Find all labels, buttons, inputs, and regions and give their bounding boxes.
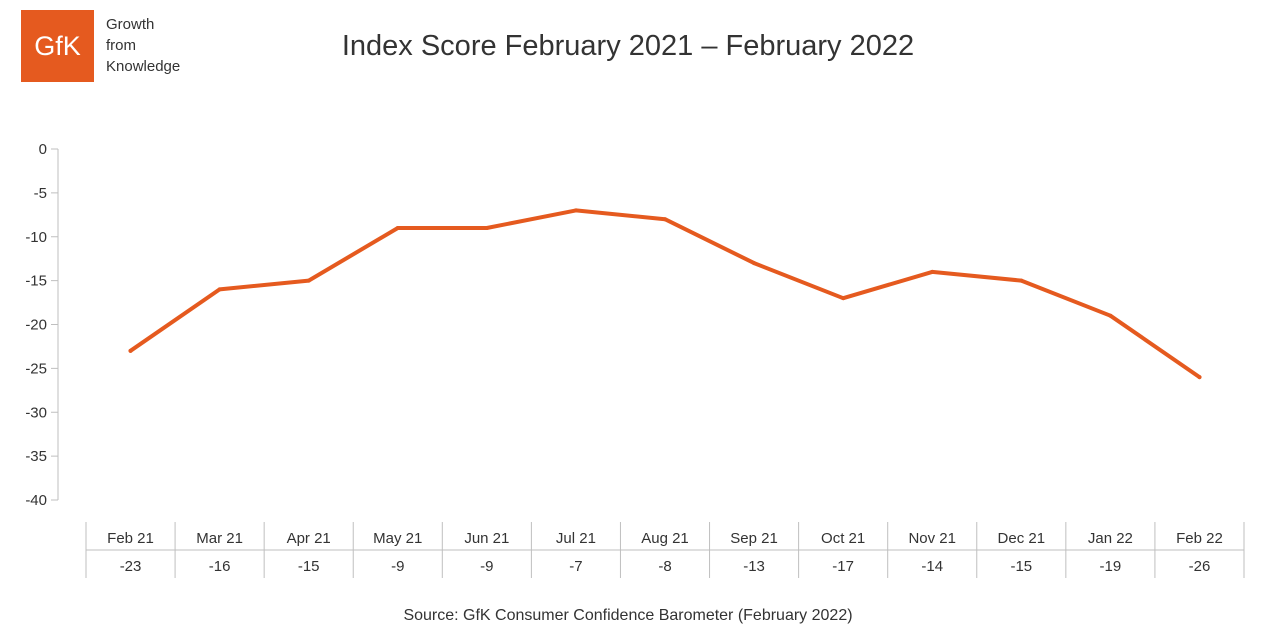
y-tick-label: -40 bbox=[25, 492, 47, 509]
data-point bbox=[484, 225, 489, 230]
data-table-value: -8 bbox=[658, 558, 671, 575]
y-tick-label: -30 bbox=[25, 404, 47, 421]
tagline-line-3: Knowledge bbox=[106, 58, 181, 75]
data-table-value: -15 bbox=[298, 558, 320, 575]
data-point bbox=[217, 287, 222, 292]
series-line bbox=[128, 208, 1202, 380]
x-category-label: Feb 21 bbox=[107, 530, 154, 547]
data-point bbox=[1108, 313, 1113, 318]
source-note: Source: GfK Consumer Confidence Baromete… bbox=[403, 607, 853, 624]
y-tick-label: -5 bbox=[34, 185, 47, 202]
y-tick-label: -10 bbox=[25, 229, 47, 246]
x-category-label: Jan 22 bbox=[1088, 530, 1133, 547]
x-category-label: Jun 21 bbox=[464, 530, 509, 547]
y-tick-label: -35 bbox=[25, 448, 47, 465]
line-chart: 0 -5 -10 -15 -20 -25 -30 -35 -40 Feb 21 Mar 21 Apr … bbox=[25, 141, 1245, 578]
logo-tagline: Growth from Knowledge bbox=[106, 14, 180, 77]
data-table-value: -17 bbox=[832, 558, 854, 575]
data-table-value: -7 bbox=[569, 558, 582, 575]
data-point bbox=[841, 296, 846, 301]
data-point bbox=[1019, 278, 1024, 283]
data-table-value: -9 bbox=[480, 558, 493, 575]
data-point bbox=[573, 208, 578, 213]
data-table-value: -13 bbox=[743, 558, 765, 575]
x-category-label: Feb 22 bbox=[1176, 530, 1223, 547]
x-category-label: Jul 21 bbox=[556, 530, 596, 547]
chart-title: Index Score February 2021 – February 202… bbox=[341, 30, 915, 62]
tagline-line-1: Growth bbox=[106, 16, 155, 33]
x-category-label: Dec 21 bbox=[998, 530, 1046, 547]
data-table-value: -19 bbox=[1100, 558, 1122, 575]
x-category-label: Apr 21 bbox=[287, 530, 331, 547]
data-point bbox=[752, 261, 757, 266]
y-tick-label: -25 bbox=[25, 360, 47, 377]
gfk-logo: GfK bbox=[21, 10, 94, 82]
data-point bbox=[395, 225, 400, 230]
y-tick-label: -20 bbox=[25, 317, 47, 334]
x-category-label: Mar 21 bbox=[196, 530, 243, 547]
data-point bbox=[930, 269, 935, 274]
data-point bbox=[663, 217, 667, 222]
y-tick-label: -15 bbox=[25, 273, 47, 290]
tagline-line-2: from bbox=[106, 37, 136, 54]
x-category-label: Aug 21 bbox=[641, 530, 689, 547]
logo-mark: GfK bbox=[34, 30, 81, 61]
data-table-value: -23 bbox=[120, 558, 142, 575]
data-point bbox=[1197, 375, 1202, 380]
data-table-value: -9 bbox=[391, 558, 404, 575]
data-table-value: -14 bbox=[921, 558, 943, 575]
data-point bbox=[306, 278, 311, 283]
x-category-label: Sep 21 bbox=[730, 530, 778, 547]
data-table-value: -16 bbox=[209, 558, 231, 575]
data-table-value: -15 bbox=[1010, 558, 1032, 575]
x-category-label: Oct 21 bbox=[821, 530, 865, 547]
data-table-value: -26 bbox=[1189, 558, 1211, 575]
x-category-label: May 21 bbox=[373, 530, 422, 547]
y-tick-label: 0 bbox=[39, 141, 47, 158]
data-point bbox=[128, 348, 133, 353]
x-category-label: Nov 21 bbox=[908, 530, 956, 547]
